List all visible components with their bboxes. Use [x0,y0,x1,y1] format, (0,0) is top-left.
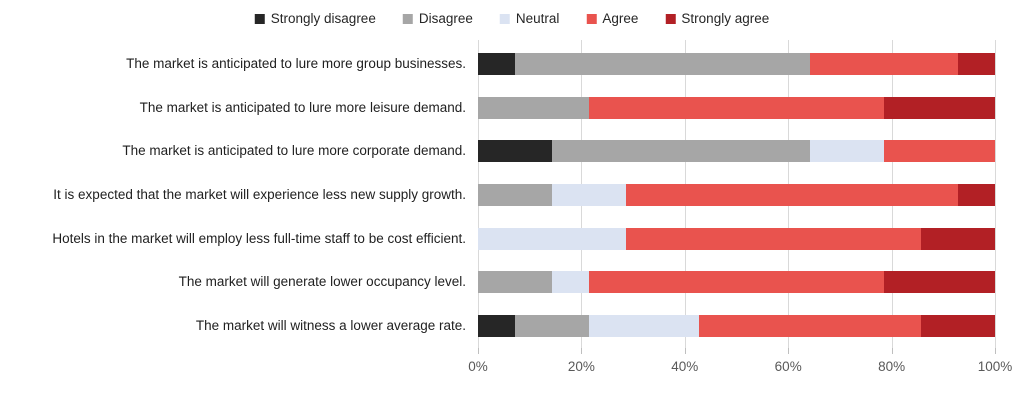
bar-segment-disagree [478,183,552,206]
bar-segment-disagree [478,96,589,119]
category-label-text: It is expected that the market will expe… [53,186,466,202]
stacked-bar [478,140,995,163]
legend-label: Strongly agree [681,11,770,26]
bar-segment-strongly-agree [884,96,995,119]
category-label-text: The market is anticipated to lure more g… [126,55,466,71]
chart-row: The market is anticipated to lure more l… [0,86,1024,130]
category-label-text: The market is anticipated to lure more c… [122,143,466,159]
legend-label: Disagree [418,11,473,26]
x-axis-tick-label: 40% [671,359,699,374]
category-label: It is expected that the market will expe… [0,187,478,203]
axis-tick [788,348,790,354]
legend-item-strongly-agree: Strongly agree [665,11,769,26]
x-axis-tick-label: 100% [977,359,1013,374]
chart-row: The market is anticipated to lure more c… [0,129,1024,173]
category-label: The market is anticipated to lure more g… [0,56,478,72]
legend-item-strongly-disagree: Strongly disagree [254,11,376,26]
bar-segment-strongly-agree [921,227,995,250]
x-axis-tick-label: 80% [878,359,906,374]
category-label: The market is anticipated to lure more c… [0,143,478,159]
bar-segment-strongly-disagree [478,52,515,75]
bar-segment-agree [625,183,959,206]
chart-row: The market will generate lower occupancy… [0,260,1024,304]
bar-segment-neutral [588,314,700,337]
legend-marker-icon [254,13,265,24]
bar-segment-agree [588,96,885,119]
bar-segment-agree [884,140,995,163]
legend-marker-icon [586,13,597,24]
bar-segment-neutral [478,227,626,250]
legend-item-neutral: Neutral [499,11,560,26]
bar-segment-strongly-agree [884,271,995,294]
legend-item-agree: Agree [586,11,638,26]
bar-segment-disagree [478,271,552,294]
axis-tick [995,348,996,354]
chart-legend: Strongly disagree Disagree Neutral Agree Str… [254,11,769,26]
legend-marker-icon [402,13,413,24]
bar-segment-disagree [551,140,811,163]
category-label-text: The market will generate lower occupancy… [178,274,466,290]
legend-label: Neutral [515,11,560,26]
bar-segment-strongly-disagree [478,140,552,163]
bar-segment-strongly-agree [921,314,995,337]
legend-marker-icon [665,13,676,24]
stacked-bar [478,314,995,337]
category-label-text: The market is anticipated to lure more l… [139,99,466,115]
bar-segment-neutral [810,140,885,163]
category-label: The market will generate lower occupancy… [0,274,478,290]
bar-segment-agree [588,271,885,294]
bar-segment-disagree [514,314,589,337]
category-label-text: Hotels in the market will employ less fu… [52,230,466,246]
x-axis-tick-label: 20% [567,359,595,374]
chart-row: It is expected that the market will expe… [0,173,1024,217]
chart-row: Hotels in the market will employ less fu… [0,217,1024,261]
bar-segment-agree [625,227,922,250]
stacked-bar [478,52,995,75]
legend-label: Agree [602,11,639,26]
stacked-bar [478,96,995,119]
gridline [995,40,996,348]
bar-segment-neutral [551,183,626,206]
category-label: The market will witness a lower average … [0,318,478,334]
x-axis-tick-label: 0% [468,359,488,374]
category-label: The market is anticipated to lure more l… [0,100,478,116]
axis-tick [581,348,583,354]
legend-label: Strongly disagree [270,11,376,26]
stacked-bar [478,183,995,206]
bar-segment-strongly-disagree [478,314,515,337]
bar-segment-strongly-agree [958,183,995,206]
axis-tick [891,348,893,354]
axis-tick [684,348,686,354]
category-label-text: The market will witness a lower average … [195,317,466,333]
bar-segment-agree [810,52,959,75]
bar-segment-disagree [514,52,811,75]
axis-tick [478,348,479,354]
category-label: Hotels in the market will employ less fu… [0,231,478,247]
bar-segment-neutral [552,271,589,294]
legend-marker-icon [499,13,510,24]
bar-segment-strongly-agree [958,52,995,75]
x-axis: 0% 20% 40% 60% 80% 100% [468,359,1012,377]
x-axis-tick-label: 60% [774,359,802,374]
chart-row: The market will witness a lower average … [0,304,1024,348]
chart-row: The market is anticipated to lure more g… [0,42,1024,86]
stacked-bar [478,227,995,250]
chart-rows: The market is anticipated to lure more g… [0,42,1024,348]
bar-segment-agree [699,314,922,337]
legend-item-disagree: Disagree [402,11,473,26]
stacked-bar [478,271,995,294]
